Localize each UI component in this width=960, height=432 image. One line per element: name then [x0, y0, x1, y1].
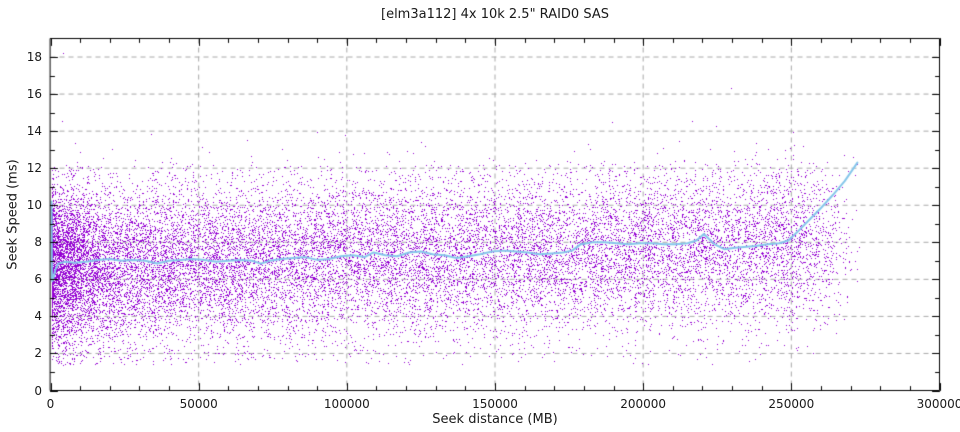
- x-tick-label: 0: [46, 397, 55, 411]
- y-tick-label: 12: [26, 161, 42, 176]
- y-tick-label: 10: [26, 198, 42, 213]
- x-tick-label: 50000: [179, 397, 218, 411]
- x-tick-label: 200000: [620, 397, 667, 411]
- chart-title: [elm3a112] 4x 10k 2.5" RAID0 SAS: [381, 7, 609, 22]
- y-tick-label: 2: [34, 346, 42, 361]
- y-tick-label: 0: [34, 383, 42, 398]
- y-tick-label: 18: [26, 50, 42, 65]
- y-tick-label: 4: [34, 309, 42, 324]
- y-tick-label: 14: [26, 124, 42, 139]
- x-tick-label: 250000: [768, 397, 815, 411]
- y-tick-label: 8: [34, 235, 42, 250]
- x-tick-label: 300000: [916, 397, 960, 411]
- x-tick-label: 150000: [472, 397, 518, 411]
- x-axis-label: Seek distance (MB): [432, 412, 558, 427]
- x-tick-label: 100000: [323, 397, 370, 411]
- y-tick-label: 16: [26, 87, 42, 102]
- y-tick-label: 6: [34, 272, 42, 287]
